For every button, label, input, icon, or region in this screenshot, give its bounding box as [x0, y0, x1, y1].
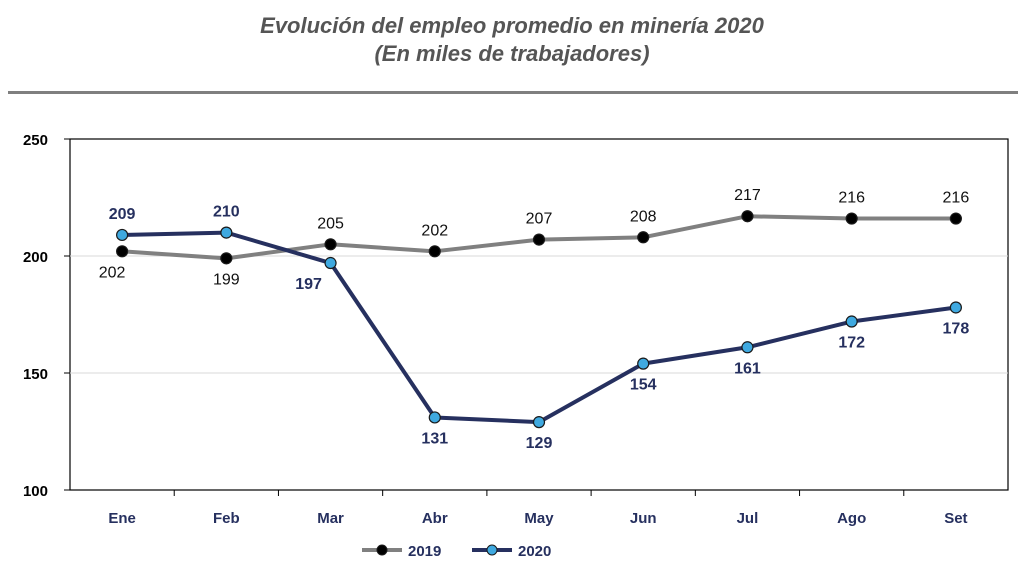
- x-tick-label: Jul: [737, 510, 759, 527]
- legend-label-2019: 2019: [408, 543, 441, 560]
- x-tick-label: Mar: [317, 510, 344, 527]
- data-label-2019: 205: [317, 215, 344, 232]
- data-point-2020: [324, 256, 337, 270]
- data-point-2019: [637, 231, 650, 244]
- y-tick-label: 100: [23, 483, 48, 500]
- legend-marker-2020: [486, 544, 498, 556]
- data-point-2020: [845, 315, 858, 328]
- data-point-2019: [116, 245, 129, 258]
- data-label-2020: 178: [943, 320, 970, 337]
- y-tick-label: 150: [23, 366, 48, 383]
- data-label-2020: 197: [295, 276, 322, 293]
- x-tick-label: Jun: [630, 510, 657, 527]
- x-tick-label: Abr: [422, 510, 448, 527]
- data-point-2020: [116, 228, 129, 242]
- data-label-2019: 216: [943, 190, 970, 207]
- data-label-2019: 202: [421, 222, 448, 239]
- data-label-2020: 209: [109, 206, 136, 223]
- data-label-2020: 161: [734, 360, 761, 377]
- data-label-2020: 210: [213, 204, 240, 221]
- data-label-2020: 154: [630, 377, 657, 394]
- data-point-2020: [532, 416, 546, 429]
- legend-marker-2019: [376, 544, 388, 556]
- data-point-2020: [741, 341, 754, 354]
- x-tick-label: Feb: [213, 510, 240, 527]
- y-tick-label: 200: [23, 249, 48, 266]
- data-point-2020: [428, 411, 441, 424]
- data-label-2019: 207: [526, 211, 553, 228]
- data-label-2019: 217: [734, 187, 761, 204]
- data-point-2020: [949, 301, 962, 314]
- legend-label-2020: 2020: [518, 543, 551, 560]
- data-point-2019: [220, 252, 233, 265]
- data-label-2019: 208: [630, 208, 657, 225]
- x-tick-label: May: [524, 510, 554, 527]
- data-point-2019: [949, 212, 962, 225]
- x-tick-label: Set: [944, 510, 967, 527]
- data-point-2020: [637, 357, 650, 370]
- data-label-2019: 202: [99, 264, 126, 281]
- data-label-2020: 172: [838, 335, 865, 352]
- data-point-2020: [220, 226, 233, 239]
- data-point-2019: [324, 238, 337, 251]
- data-label-2020: 131: [421, 430, 448, 447]
- chart-subtitle: (En miles de trabajadores): [374, 41, 650, 66]
- data-point-2019: [845, 212, 858, 225]
- x-tick-label: Ago: [837, 510, 866, 527]
- x-tick-label: Ene: [108, 510, 136, 527]
- data-label-2020: 129: [526, 435, 553, 452]
- data-point-2019: [741, 210, 754, 223]
- data-point-2019: [428, 245, 441, 258]
- chart-title: Evolución del empleo promedio en minería…: [260, 13, 764, 38]
- data-label-2019: 199: [213, 271, 240, 288]
- plot-area: [69, 138, 1009, 491]
- y-tick-label: 250: [23, 132, 48, 149]
- data-label-2019: 216: [838, 190, 865, 207]
- chart-title-block: Evolución del empleo promedio en minería…: [0, 12, 1024, 68]
- data-point-2019: [532, 233, 546, 246]
- title-divider: [8, 91, 1018, 94]
